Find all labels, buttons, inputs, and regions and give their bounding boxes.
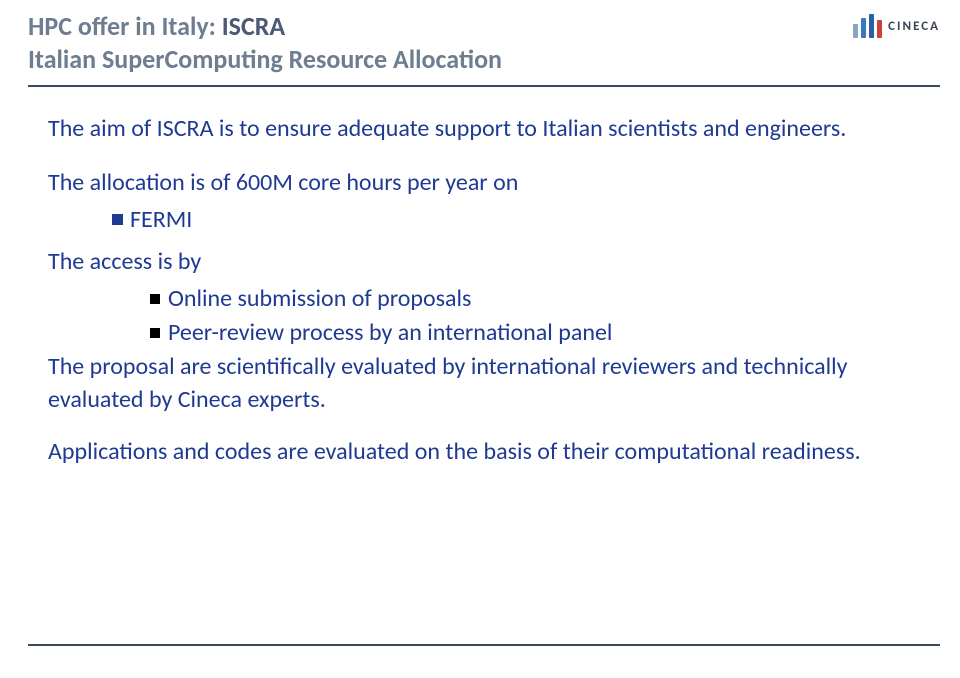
logo-bar (853, 24, 858, 38)
paragraph-access: The access is by (48, 246, 910, 278)
logo-bar (861, 18, 866, 38)
logo-bar (877, 20, 882, 38)
footer-divider (28, 644, 940, 646)
title-line-1: HPC offer in Italy: ISCRA (28, 10, 932, 43)
title-line-2: Italian SuperComputing Resource Allocati… (28, 43, 932, 76)
paragraph-readiness: Applications and codes are evaluated on … (48, 436, 910, 468)
logo-bar (869, 14, 874, 38)
slide: HPC offer in Italy: ISCRA Italian SuperC… (0, 0, 960, 678)
bullet-online-submission: Online submission of proposals (150, 283, 910, 315)
paragraph-evaluation: The proposal are scientifically evaluate… (48, 351, 910, 416)
title-accent: ISCRA (222, 10, 285, 42)
bullet-peer-review: Peer-review process by an international … (150, 317, 910, 349)
logo-bars-icon (853, 14, 882, 38)
paragraph-aim: The aim of ISCRA is to ensure adequate s… (48, 113, 910, 145)
slide-body: The aim of ISCRA is to ensure adequate s… (0, 87, 960, 511)
paragraph-allocation: The allocation is of 600M core hours per… (48, 167, 910, 199)
cineca-logo: CINECA (853, 14, 940, 38)
slide-header: HPC offer in Italy: ISCRA Italian SuperC… (0, 0, 960, 81)
title-prefix: HPC offer in Italy: (28, 10, 222, 42)
logo-text: CINECA (888, 19, 940, 34)
bullet-fermi: FERMI (112, 204, 910, 236)
